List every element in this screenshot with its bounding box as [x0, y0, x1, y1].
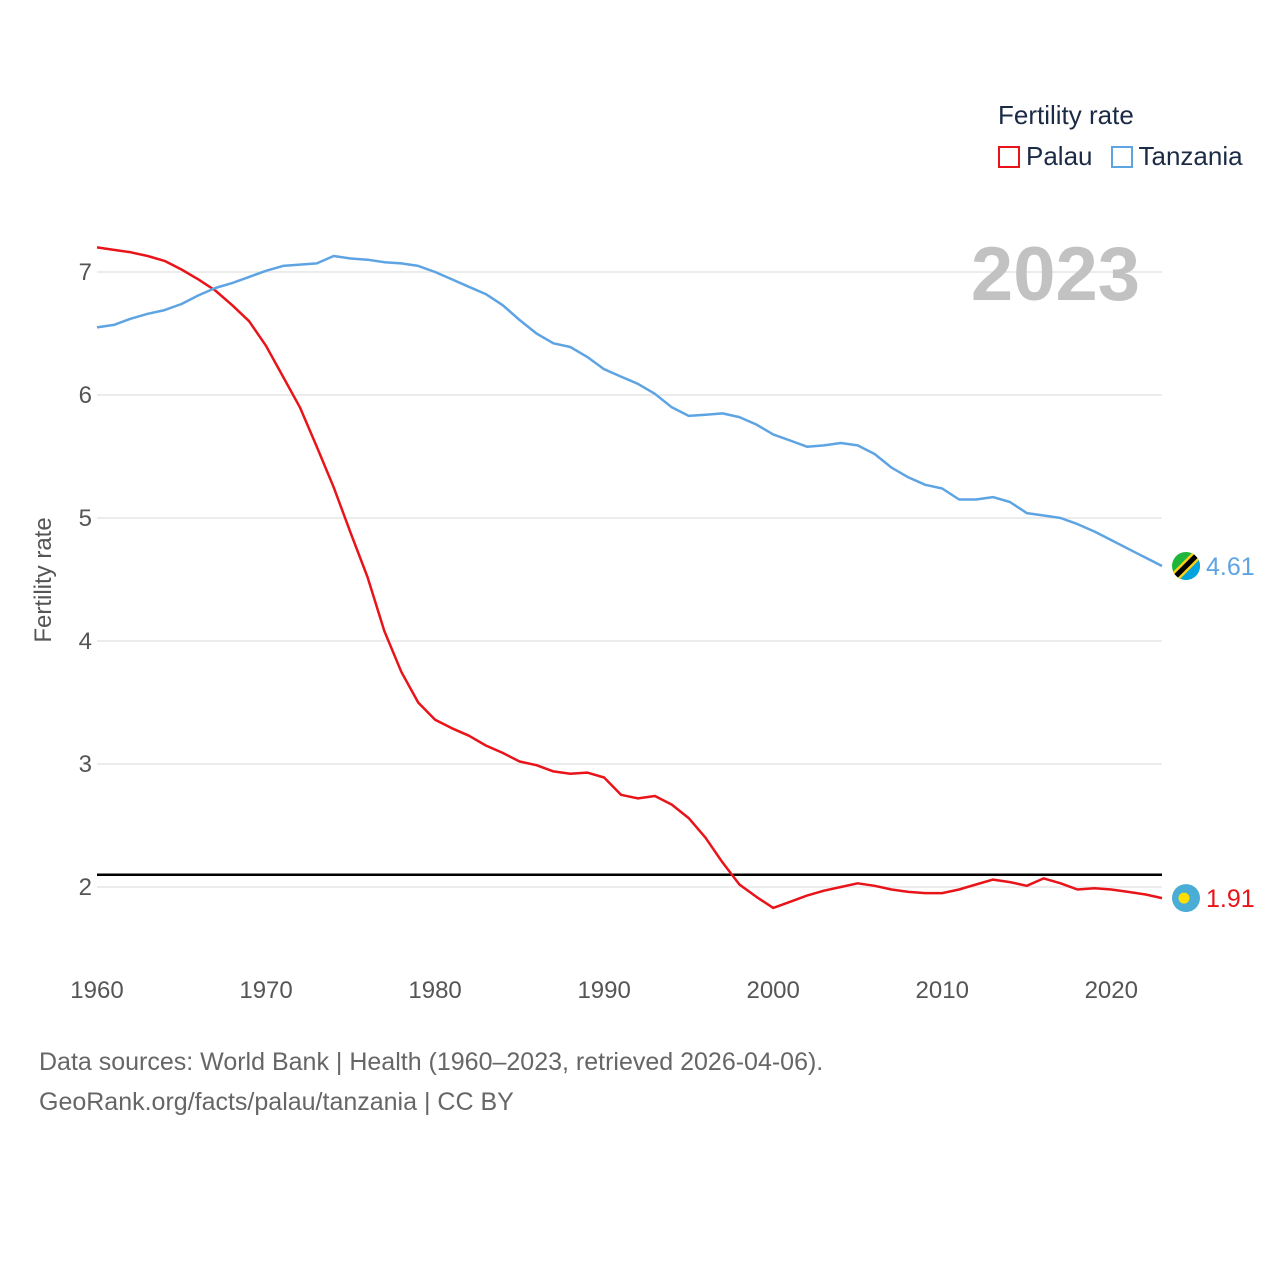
x-tick-label-1990: 1990 [577, 977, 630, 1004]
x-tick-label-1970: 1970 [239, 977, 292, 1004]
year-label: 2023 [971, 232, 1140, 317]
x-axis-ticks: 1960 1970 1980 1990 2000 2010 2020 [70, 977, 1138, 1004]
source-note: Data sources: World Bank | Health (1960–… [39, 1042, 823, 1122]
legend: Fertility rate Palau Tanzania [998, 100, 1261, 172]
y-tick-label-6: 6 [79, 382, 92, 409]
y-tick-label-2: 2 [79, 874, 92, 901]
y-axis-ticks: 2 3 4 5 6 7 [79, 259, 92, 901]
palau-flag-icon [1172, 884, 1200, 913]
y-tick-label-4: 4 [79, 628, 92, 655]
legend-item-tanzania[interactable]: Tanzania [1110, 141, 1243, 172]
source-line-link[interactable]: GeoRank.org/facts/palau/tanzania | CC BY [39, 1088, 514, 1116]
grid-lines [97, 271, 1162, 888]
legend-swatch-tanzania [1110, 145, 1133, 168]
legend-label-palau: Palau [1026, 141, 1093, 171]
y-axis-title: Fertility rate [30, 517, 57, 642]
x-tick-label-2010: 2010 [916, 977, 969, 1004]
x-tick-label-1960: 1960 [70, 977, 123, 1004]
legend-label-tanzania: Tanzania [1138, 141, 1243, 171]
legend-item-palau[interactable]: Palau [998, 141, 1093, 172]
y-tick-label-7: 7 [79, 259, 92, 286]
legend-title: Fertility rate [998, 100, 1134, 130]
x-tick-label-2020: 2020 [1085, 977, 1138, 1004]
legend-swatch-palau [998, 145, 1020, 168]
x-tick-label-2000: 2000 [746, 977, 799, 1004]
x-tick-label-1980: 1980 [408, 977, 461, 1004]
end-value-palau: 1.91 [1206, 885, 1255, 913]
series-line-palau[interactable] [96, 246, 1163, 910]
tanzania-flag-icon [1172, 551, 1200, 580]
end-value-tanzania: 4.61 [1206, 553, 1255, 581]
source-line-data: Data sources: World Bank | Health (1960–… [39, 1048, 824, 1076]
y-tick-label-5: 5 [79, 505, 92, 532]
series-line-tanzania[interactable] [96, 254, 1163, 568]
y-tick-label-3: 3 [79, 751, 92, 778]
